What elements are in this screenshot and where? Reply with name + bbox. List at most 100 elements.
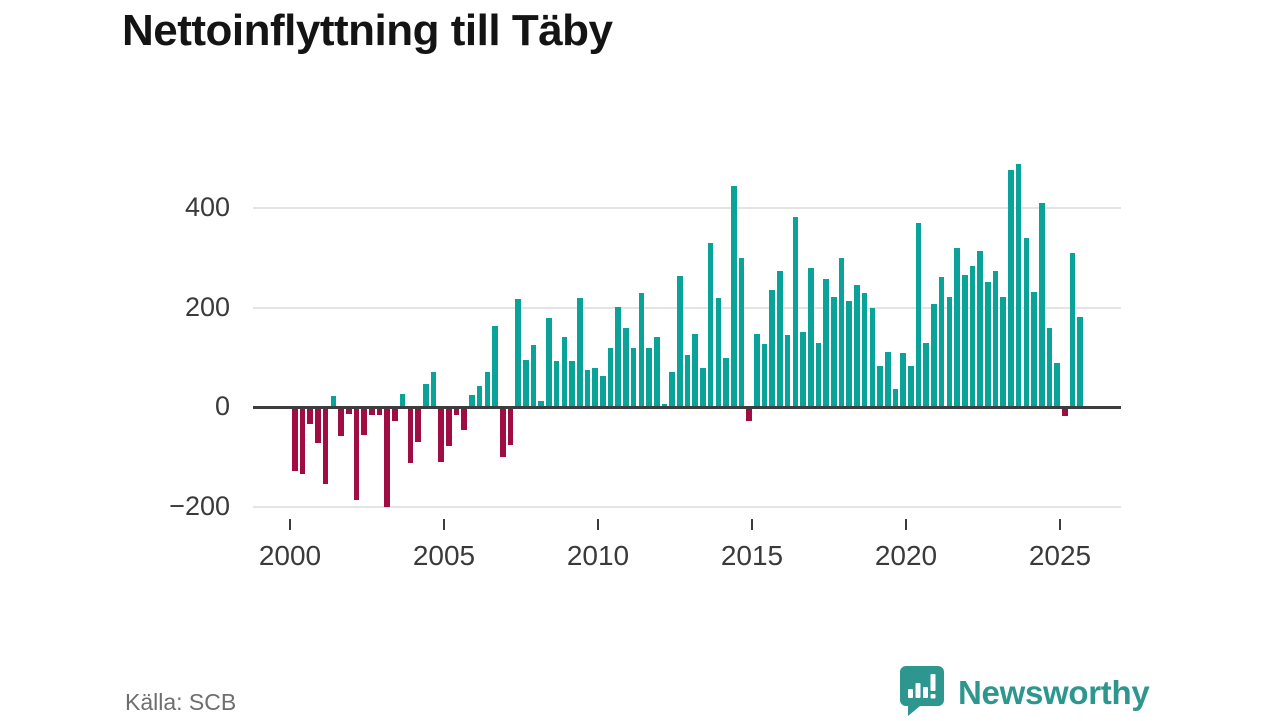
bar [684, 355, 691, 406]
bar [1062, 409, 1068, 417]
y-axis-tick-label: 0 [214, 391, 230, 421]
bar [961, 274, 968, 406]
bar [499, 409, 506, 458]
bar [908, 365, 914, 406]
bar [938, 277, 945, 406]
bar [1008, 169, 1014, 406]
bar [969, 265, 976, 406]
bar [1000, 297, 1007, 406]
bar [569, 360, 575, 406]
bar [422, 383, 429, 406]
bar [807, 268, 814, 406]
bar [884, 351, 891, 406]
bar [723, 358, 729, 406]
bar [777, 271, 783, 406]
bar [561, 337, 568, 406]
x-axis-tick-mark [905, 519, 907, 530]
bar [630, 347, 637, 406]
bar [915, 222, 922, 406]
bar [900, 352, 906, 406]
bar [507, 409, 514, 446]
bar [992, 271, 999, 406]
bar [861, 292, 868, 406]
x-axis-tick-mark [289, 519, 291, 530]
bar [369, 409, 375, 416]
x-axis-tick-label: 2000 [258, 540, 322, 571]
bar [707, 243, 714, 406]
bar [407, 409, 414, 464]
bar [299, 409, 306, 475]
bar [338, 409, 344, 436]
page-title: Nettoinflyttning till Täby [122, 6, 613, 55]
bar [292, 409, 298, 471]
bar [1015, 164, 1022, 406]
bar [792, 216, 799, 406]
brand-name: Newsworthy [958, 673, 1150, 711]
y-axis-tick-label: 200 [184, 291, 230, 322]
bar [476, 385, 483, 406]
y-axis-tick-label: 400 [184, 192, 230, 222]
bar [469, 394, 475, 406]
bar [954, 247, 960, 406]
bar [322, 409, 329, 485]
y-axis-tick-label: −200 [169, 490, 230, 521]
bar [523, 359, 529, 406]
x-axis-tick-label: 2010 [566, 540, 630, 571]
bar [815, 342, 822, 406]
bar [538, 401, 545, 406]
bar [1046, 328, 1053, 406]
x-axis-tick-mark [751, 519, 753, 530]
bar [846, 301, 853, 406]
x-axis-tick-mark [597, 519, 599, 530]
bar [315, 409, 321, 444]
bar [738, 257, 745, 406]
bar [623, 328, 629, 406]
bar [769, 289, 776, 406]
bar [892, 389, 899, 406]
bar [1069, 253, 1076, 406]
bar [761, 343, 768, 406]
brand-lockup: Newsworthy [898, 664, 1150, 721]
bar [877, 366, 883, 406]
bar [438, 409, 444, 462]
bar [330, 395, 337, 406]
bar [784, 335, 791, 406]
bar [576, 298, 583, 406]
newsworthy-logo-icon [898, 664, 946, 721]
bar [615, 306, 622, 406]
bar [800, 331, 806, 406]
bar [307, 409, 314, 424]
bar [730, 185, 737, 406]
bar [692, 333, 699, 406]
bar [592, 368, 598, 406]
bar [446, 409, 452, 447]
x-axis-tick-mark [443, 519, 445, 530]
bar [607, 348, 614, 406]
source-caption: Källa: SCB [125, 689, 237, 715]
bar [669, 371, 675, 406]
bar [600, 375, 606, 406]
bar [515, 299, 521, 406]
bar [661, 403, 668, 406]
bar [754, 333, 760, 406]
bar [931, 303, 937, 406]
x-axis-line [253, 405, 1121, 409]
bar [376, 409, 383, 415]
bar [546, 317, 552, 406]
x-axis-tick-label: 2005 [412, 540, 476, 571]
bar [838, 257, 845, 406]
bar [677, 276, 683, 406]
bar [946, 297, 953, 406]
bar [985, 282, 991, 406]
bar [1054, 363, 1060, 406]
bar [430, 372, 437, 406]
bar [638, 292, 645, 406]
x-axis-tick-label: 2015 [720, 540, 784, 571]
bar [1031, 292, 1037, 406]
x-axis-tick-label: 2020 [874, 540, 938, 571]
bar [415, 409, 421, 442]
bar [353, 409, 360, 501]
bar [923, 342, 930, 406]
gridline [253, 207, 1121, 209]
